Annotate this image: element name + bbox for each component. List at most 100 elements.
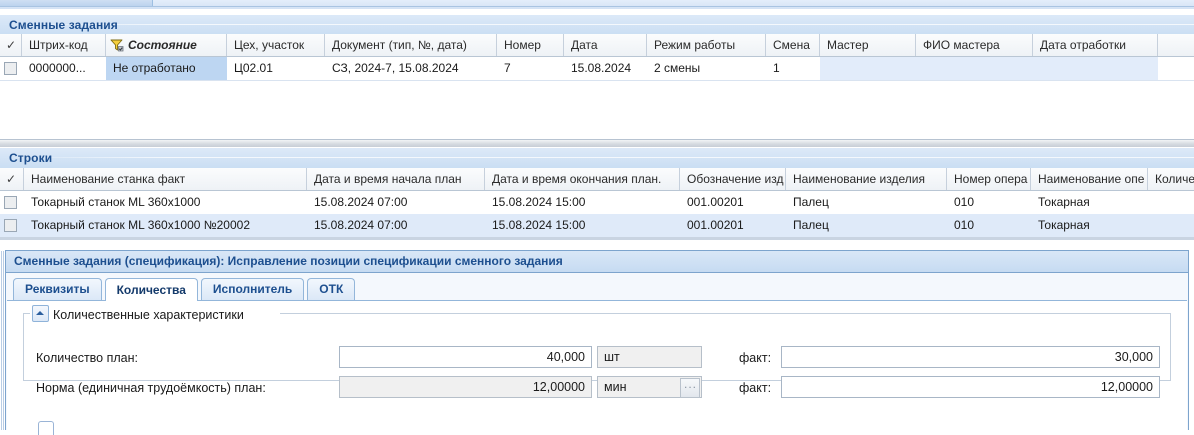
grid-header-row-lines: ✓ Наименование станка факт Дата и время … bbox=[0, 168, 1194, 191]
label-qty-fact: факт: bbox=[739, 351, 772, 365]
column-header-op-name[interactable]: Наименование опе bbox=[1031, 168, 1148, 190]
column-header-filler bbox=[1158, 34, 1194, 56]
chrome-divider bbox=[0, 6, 1194, 7]
grid-bottom-edge-lines bbox=[0, 237, 1194, 240]
window-top-chrome bbox=[0, 0, 1194, 9]
cell-start-plan: 15.08.2024 07:00 bbox=[314, 218, 408, 232]
cell-machine: Токарный станок ML 360x1000 bbox=[31, 195, 201, 209]
cell-product-name: Палец bbox=[793, 218, 829, 232]
table-row[interactable]: Токарный станок ML 360x1000 15.08.2024 0… bbox=[0, 191, 1194, 214]
cell-op-number: 010 bbox=[954, 218, 975, 232]
row-checkbox[interactable] bbox=[4, 219, 17, 232]
input-qty-fact[interactable]: 30,000 bbox=[781, 346, 1160, 368]
column-header-master[interactable]: Мастер bbox=[820, 34, 916, 56]
column-header-mode[interactable]: Режим работы bbox=[647, 34, 766, 56]
cell-shift: 1 bbox=[773, 61, 780, 75]
column-header-qty[interactable]: Количе bbox=[1155, 172, 1194, 186]
column-header-number[interactable]: Номер bbox=[497, 34, 564, 56]
grid-header-row-shift-tasks: ✓ Штрих-код Состояние Цех, участок Докум… bbox=[0, 34, 1194, 57]
unit-picker-button[interactable] bbox=[680, 374, 700, 398]
cell-product-code: 001.00201 bbox=[687, 218, 744, 232]
column-header-start-plan[interactable]: Дата и время начала план bbox=[307, 168, 485, 190]
cell-number: 7 bbox=[504, 61, 511, 75]
cell-product-name: Палец bbox=[793, 195, 829, 209]
label-norm-fact: факт: bbox=[739, 381, 772, 395]
label-norm-plan: Норма (единичная трудоёмкость) план: bbox=[36, 381, 266, 395]
column-header-check-lines[interactable]: ✓ bbox=[0, 168, 24, 190]
panel-caption-lines: Строки bbox=[0, 147, 1194, 169]
tab-otk[interactable]: ОТК bbox=[307, 278, 356, 300]
cell-machine: Токарный станок ML 360x1000 №20002 bbox=[31, 218, 250, 232]
cell-worked-date bbox=[1033, 57, 1158, 80]
check-all-icon-lines[interactable]: ✓ bbox=[5, 172, 17, 186]
column-header-end-plan[interactable]: Дата и время окончания план. bbox=[485, 168, 680, 190]
form-left-rails bbox=[0, 251, 6, 430]
cell-qty bbox=[1148, 214, 1194, 237]
tab-rekvizity[interactable]: Реквизиты bbox=[13, 278, 102, 300]
table-row[interactable]: Токарный станок ML 360x1000 №20002 15.08… bbox=[0, 214, 1194, 237]
caption-rule-lines bbox=[0, 157, 1194, 158]
column-header-product-code[interactable]: Обозначение изд bbox=[680, 168, 786, 190]
column-header-state[interactable]: Состояние bbox=[106, 34, 227, 56]
panel-title-shift-tasks: Сменные задания bbox=[9, 18, 118, 32]
group-box-legend[interactable]: Количественные характеристики bbox=[30, 305, 250, 322]
cell-start-plan: 15.08.2024 07:00 bbox=[314, 195, 408, 209]
column-header-shop[interactable]: Цех, участок bbox=[227, 34, 325, 56]
input-norm-unit-value: мин bbox=[604, 380, 627, 394]
group-box-legend-text: Количественные характеристики bbox=[53, 308, 244, 322]
cell-date: 15.08.2024 bbox=[571, 61, 632, 75]
column-header-date[interactable]: Дата bbox=[564, 34, 647, 56]
cell-shop: Ц02.01 bbox=[234, 61, 273, 75]
next-group-checkbox[interactable] bbox=[38, 421, 54, 435]
detail-form-panel: Сменные задания (спецификация): Исправле… bbox=[5, 250, 1189, 430]
check-all-icon[interactable]: ✓ bbox=[5, 38, 17, 52]
cell-master-name bbox=[916, 57, 1033, 80]
cell-op-name: Токарная bbox=[1038, 195, 1090, 209]
row-checkbox-cell[interactable] bbox=[0, 191, 24, 214]
cell-state: Не отработано bbox=[106, 57, 227, 80]
panel-title-lines: Строки bbox=[9, 151, 53, 165]
label-qty-plan: Количество план: bbox=[36, 351, 138, 365]
column-header-document[interactable]: Документ (тип, №, дата) bbox=[325, 34, 497, 56]
input-qty-unit[interactable]: шт bbox=[597, 346, 702, 368]
tabstrip-underline bbox=[7, 300, 1187, 301]
detail-form-tabstrip[interactable]: Реквизиты Количества Исполнитель ОТК bbox=[13, 278, 358, 301]
row-checkbox[interactable] bbox=[4, 196, 17, 209]
column-header-shift[interactable]: Смена bbox=[766, 34, 820, 56]
cell-master bbox=[820, 57, 916, 80]
cell-barcode: 0000000... bbox=[29, 61, 86, 75]
cell-op-number: 010 bbox=[954, 195, 975, 209]
tab-ispolnitel[interactable]: Исполнитель bbox=[200, 278, 305, 300]
cell-qty bbox=[1148, 191, 1194, 214]
filter-funnel-icon bbox=[110, 39, 124, 52]
grid-lines[interactable]: ✓ Наименование станка факт Дата и время … bbox=[0, 168, 1194, 240]
column-header-machine[interactable]: Наименование станка факт bbox=[24, 168, 307, 190]
column-header-worked-date[interactable]: Дата отработки bbox=[1033, 34, 1158, 56]
grid-shift-tasks[interactable]: ✓ Штрих-код Состояние Цех, участок Докум… bbox=[0, 34, 1194, 82]
row-checkbox-cell[interactable] bbox=[0, 214, 24, 237]
row-checkbox-cell[interactable] bbox=[0, 57, 22, 80]
cell-product-code: 001.00201 bbox=[687, 195, 744, 209]
detail-form-title: Сменные задания (спецификация): Исправле… bbox=[14, 254, 563, 268]
cell-end-plan: 15.08.2024 15:00 bbox=[492, 218, 586, 232]
column-header-product-name[interactable]: Наименование изделия bbox=[786, 168, 947, 190]
table-row[interactable]: 0000000... Не отработано Ц02.01 СЗ, 2024… bbox=[0, 57, 1194, 80]
input-norm-fact[interactable]: 12,00000 bbox=[781, 376, 1160, 398]
cell-end-plan: 15.08.2024 15:00 bbox=[492, 195, 586, 209]
column-header-op-number[interactable]: Номер опера bbox=[947, 168, 1031, 190]
column-header-barcode[interactable]: Штрих-код bbox=[22, 34, 106, 56]
cell-mode: 2 смены bbox=[654, 61, 701, 75]
column-header-state-label: Состояние bbox=[128, 38, 197, 52]
document-tab-edge[interactable] bbox=[0, 0, 153, 6]
cell-op-name: Токарная bbox=[1038, 218, 1090, 232]
row-checkbox[interactable] bbox=[4, 62, 17, 75]
column-header-check[interactable]: ✓ bbox=[0, 34, 22, 56]
panel-whitespace bbox=[0, 81, 1194, 150]
input-norm-plan[interactable]: 12,00000 bbox=[339, 376, 592, 398]
column-header-master-name[interactable]: ФИО мастера bbox=[916, 34, 1033, 56]
input-qty-plan[interactable]: 40,000 bbox=[339, 346, 592, 368]
collapse-triangle-icon[interactable] bbox=[32, 305, 49, 322]
input-norm-unit[interactable]: мин bbox=[597, 374, 702, 398]
tab-kolichestva[interactable]: Количества bbox=[104, 278, 198, 301]
